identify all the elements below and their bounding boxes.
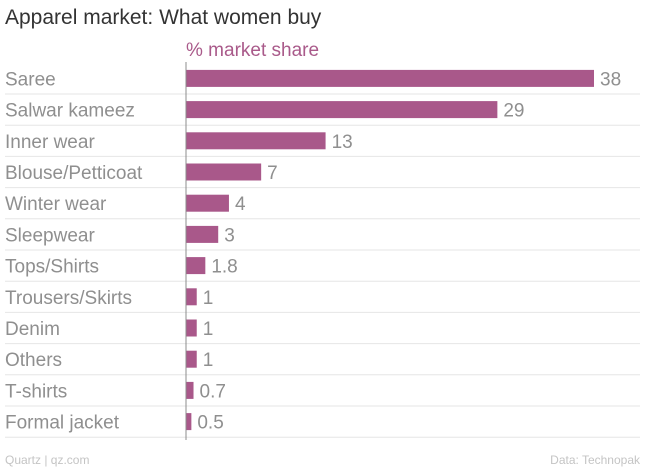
bar — [186, 69, 594, 87]
bar — [186, 225, 219, 243]
category-label: Tops/Shirts — [5, 257, 99, 278]
bar — [186, 163, 262, 181]
category-label: Winter wear — [5, 194, 107, 215]
category-label: Trousers/Skirts — [5, 288, 132, 309]
bar — [186, 132, 326, 150]
value-label: 1 — [203, 288, 214, 309]
category-label: Denim — [5, 319, 60, 340]
value-label: 1 — [203, 350, 214, 371]
value-label: 0.5 — [197, 413, 223, 434]
bar-chart: % market share Saree 38 Salwar kameez 29 Inn… — [5, 40, 640, 440]
gridlines — [5, 93, 640, 438]
category-label: Formal jacket — [5, 413, 120, 434]
chart-title: Apparel market: What women buy — [5, 6, 322, 29]
bar — [186, 194, 229, 212]
bar — [186, 288, 197, 306]
value-label: 13 — [332, 132, 353, 153]
value-label: 3 — [224, 225, 235, 246]
bar — [186, 413, 192, 431]
value-label: 29 — [503, 101, 524, 122]
value-label: 38 — [600, 69, 621, 90]
bar — [186, 381, 194, 399]
value-label: 1.8 — [211, 257, 237, 278]
category-label: Saree — [5, 69, 56, 90]
category-label: Sleepwear — [5, 225, 95, 246]
category-label: Blouse/Petticoat — [5, 163, 143, 184]
value-label: 0.7 — [200, 381, 226, 402]
bar — [186, 319, 197, 337]
value-label: 7 — [267, 163, 278, 184]
value-label: 1 — [203, 319, 214, 340]
value-label: 4 — [235, 194, 246, 215]
category-label: Others — [5, 350, 62, 371]
x-axis-title: % market share — [186, 40, 319, 61]
bar — [186, 257, 206, 275]
source-credit: Quartz | qz.com — [5, 453, 90, 467]
bar — [186, 101, 498, 119]
category-label: Inner wear — [5, 132, 95, 153]
data-source: Data: Technopak — [550, 453, 640, 467]
category-label: Salwar kameez — [5, 101, 135, 122]
category-label: T-shirts — [5, 381, 67, 402]
bar — [186, 350, 197, 368]
